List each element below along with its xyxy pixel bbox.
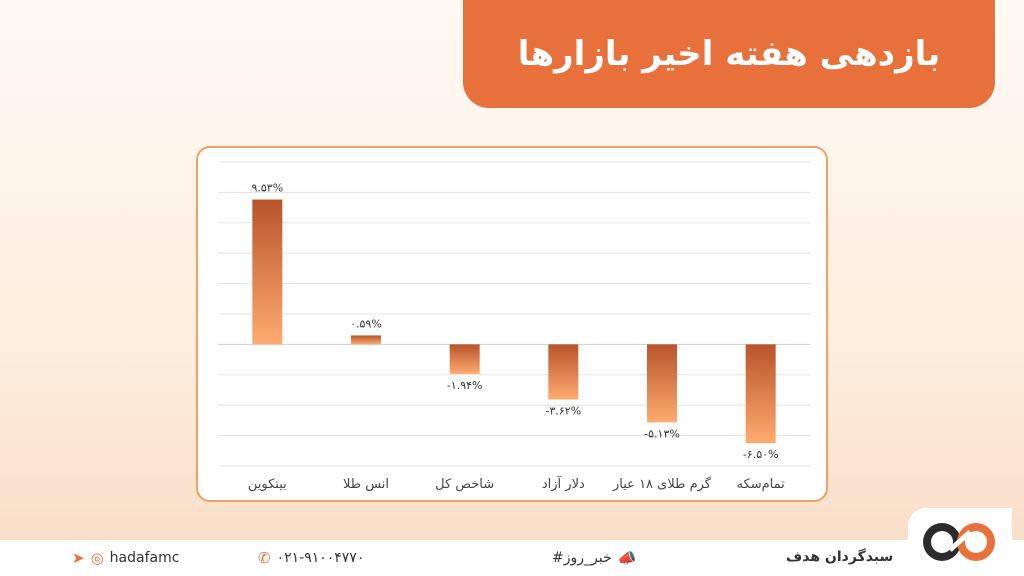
- category-label: شاخص کل: [435, 477, 494, 492]
- brand-name: سبدگردان هدف: [786, 549, 893, 565]
- infinity-logo-icon: [923, 523, 995, 561]
- category-label: تمام‌سکه: [737, 477, 786, 492]
- bar: [449, 344, 480, 374]
- data-label: -۶.۵۰%: [743, 448, 779, 461]
- page-title: بازدهی هفته اخیر بازارها: [517, 34, 941, 74]
- category-label: انس طلا: [343, 477, 389, 492]
- bar: [252, 199, 283, 345]
- brand-logo: [908, 508, 1012, 576]
- data-label: ۰.۵۹%: [350, 317, 382, 330]
- bar: [351, 335, 381, 345]
- bar-chart: ۹.۵۳% بیتکوین ۰.۵۹% انس طلا -۱.۹۴% شاخص کل -۳.…: [218, 161, 810, 492]
- data-label: -۵.۱۳%: [644, 427, 680, 440]
- hashtag: #خبر_روز 📣: [552, 549, 636, 567]
- category-label: بیتکوین: [248, 477, 287, 492]
- phone-text: ۰۲۱-۹۱۰۰۴۷۷۰: [276, 550, 365, 566]
- social-text: hadafamc: [109, 550, 180, 566]
- category-label: گرم طلای ۱۸ عیار: [612, 476, 712, 492]
- data-label: -۱.۹۴%: [447, 379, 483, 392]
- bar: [647, 344, 677, 423]
- brand-text: سبدگردان هدف: [786, 549, 894, 565]
- hashtag-text: #خبر_روز: [552, 550, 612, 566]
- instagram-icon: ◎: [90, 549, 104, 567]
- social-handle[interactable]: ➤ ◎ hadafamc: [72, 549, 179, 567]
- chart-frame: ۹.۵۳% بیتکوین ۰.۵۹% انس طلا -۱.۹۴% شاخص کل -۳.…: [196, 146, 828, 502]
- phone-contact[interactable]: ✆ ۰۲۱-۹۱۰۰۴۷۷۰: [258, 549, 364, 567]
- data-label: -۳.۶۲%: [546, 404, 582, 417]
- title-banner: بازدهی هفته اخیر بازارها: [463, 0, 995, 108]
- data-label: ۹.۵۳%: [251, 182, 283, 195]
- footer: ➤ ◎ hadafamc ✆ ۰۲۱-۹۱۰۰۴۷۷۰ #خبر_روز 📣 س…: [0, 540, 1024, 576]
- category-label: دلار آزاد: [542, 475, 585, 492]
- bar: [745, 344, 776, 444]
- telegram-icon: ➤: [72, 549, 85, 567]
- bar: [548, 344, 579, 400]
- phone-icon: ✆: [258, 549, 271, 567]
- megaphone-icon: 📣: [617, 549, 637, 567]
